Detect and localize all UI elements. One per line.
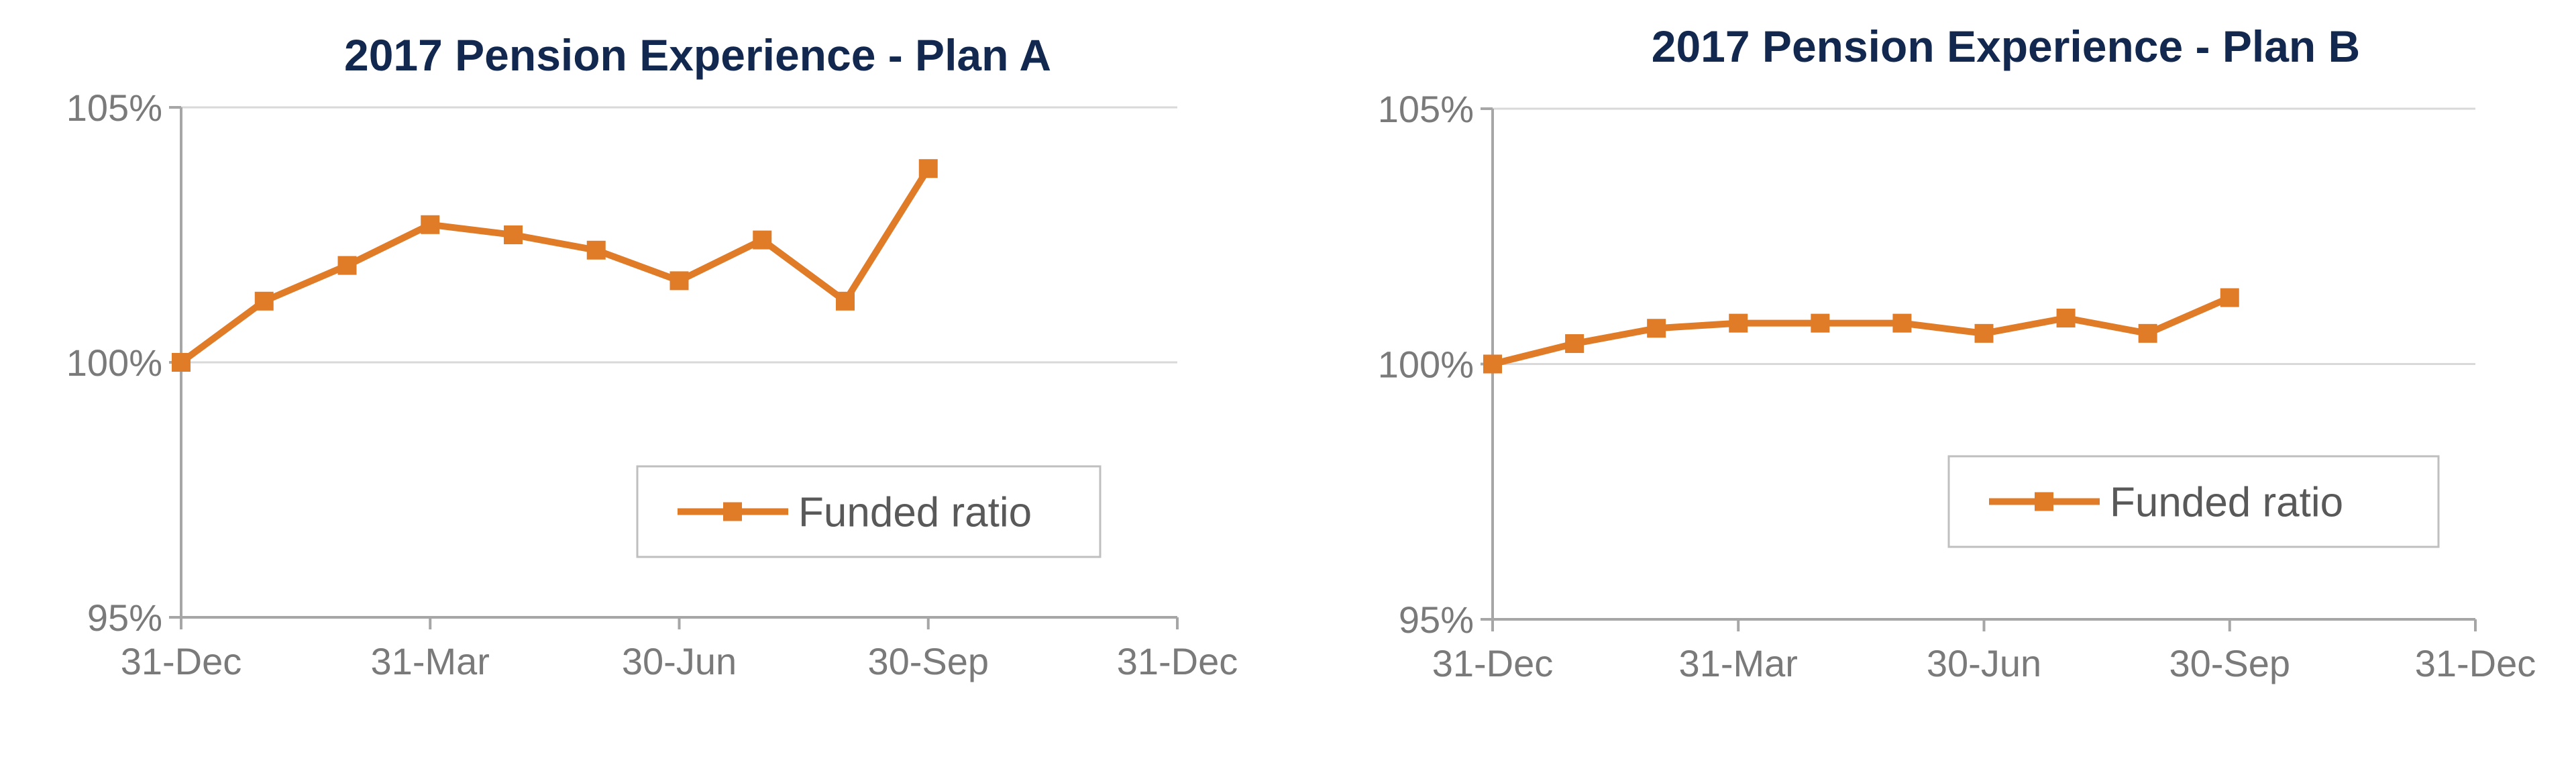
chart-plan-b: 2017 Pension Experience - Plan B 105% 100…	[1308, 0, 2576, 775]
legend-marker-swatch	[723, 502, 742, 521]
y-tick-label: 105%	[66, 87, 162, 129]
x-tick-label: 31-Dec	[1117, 640, 1238, 682]
data-point-marker	[1647, 319, 1666, 338]
data-point-marker	[421, 215, 440, 234]
y-tick-label: 95%	[87, 597, 162, 639]
data-point-marker	[918, 159, 938, 178]
x-tick-label: 31-Dec	[121, 640, 242, 682]
data-point-marker	[1729, 313, 1748, 333]
data-point-marker	[172, 353, 191, 372]
x-tick-label: 30-Sep	[867, 640, 989, 682]
series-line-funded-ratio	[179, 166, 931, 366]
x-tick-label: 31-Dec	[2415, 642, 2536, 684]
x-tick-label: 30-Jun	[1927, 642, 2041, 684]
x-tick-label: 30-Sep	[2169, 642, 2290, 684]
chart-plan-a: 2017 Pension Experience - Plan A 105% 100…	[66, 30, 1238, 682]
data-point-marker	[753, 230, 772, 250]
data-point-marker	[1811, 313, 1830, 333]
data-point-marker	[1565, 334, 1585, 354]
legend-label: Funded ratio	[798, 490, 1032, 536]
data-point-marker	[2138, 323, 2157, 343]
data-point-marker	[2220, 288, 2239, 307]
data-point-marker	[1483, 354, 1502, 374]
x-tick-label: 30-Jun	[622, 640, 737, 682]
data-point-marker	[586, 240, 606, 260]
data-point-marker	[836, 291, 855, 311]
data-point-marker	[669, 271, 689, 291]
chart-plan-b-svg: 2017 Pension Experience - Plan B 105% 100…	[1378, 21, 2536, 684]
y-tick-label: 100%	[1378, 344, 1474, 386]
x-tick-label: 31-Mar	[371, 640, 490, 682]
y-tick-label: 100%	[66, 342, 162, 384]
data-point-marker	[504, 225, 523, 244]
chart-plan-a-svg: 2017 Pension Experience - Plan A 105% 100…	[66, 30, 1238, 682]
y-tick-label: 105%	[1378, 88, 1474, 130]
chart-title: 2017 Pension Experience - Plan A	[344, 30, 1051, 80]
x-tick-label: 31-Mar	[1679, 642, 1798, 684]
legend-marker-swatch	[2035, 492, 2053, 511]
data-point-marker	[1974, 323, 1994, 343]
data-point-marker	[1892, 313, 1912, 333]
legend-label: Funded ratio	[2110, 480, 2343, 526]
chart-title: 2017 Pension Experience - Plan B	[1652, 21, 2360, 71]
data-point-marker	[254, 291, 274, 311]
y-tick-label: 95%	[1399, 599, 1474, 641]
data-point-marker	[2056, 309, 2076, 328]
data-point-marker	[337, 256, 357, 275]
series-line-funded-ratio	[1491, 294, 2231, 368]
x-tick-label: 31-Dec	[1432, 642, 1554, 684]
